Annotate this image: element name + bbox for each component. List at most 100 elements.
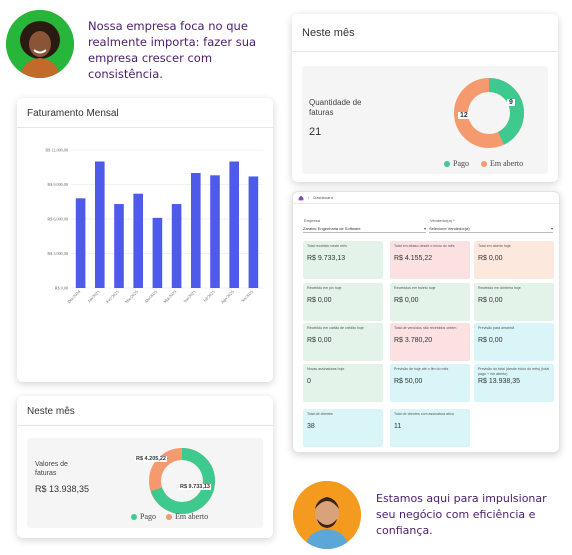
neste-mes-quantidade-card: Neste mês Quantidade de faturas 21 12 9 … [292,14,558,182]
breadcrumb[interactable]: Dashboard [313,195,333,200]
x-tick-label: Fev/2025 [105,289,120,304]
metric-tile: Recebido em cartão de crédito hoje R$ 0,0… [303,323,383,361]
empresa-label: Empresa [304,218,321,223]
valores-paid-label: R$ 9.733,13 [179,484,211,490]
legend-em-aberto-label: Em aberto [175,512,209,521]
legend-em-aberto-2[interactable]: Em aberto [481,159,523,168]
em-aberto-dot-icon [166,513,172,520]
bar [248,176,259,288]
metric-tile-value: R$ 0,00 [478,255,503,262]
valores-donut-chart [149,448,215,514]
faturamento-bar-chart: R$ 0,00 R$ 3.000,00 R$ 6.000,00 R$ 9.000,00… [45,148,263,305]
bar [75,198,86,288]
legend-em-aberto-label-2: Em aberto [490,159,524,168]
x-tick-label: Mar/2025 [124,289,139,304]
bar [95,161,105,288]
paid-slice [149,448,215,514]
metric-tile-title: Recebido em pix hoje [307,286,342,290]
y-tick-label: R$ 3.000,00 [47,251,68,257]
metric-tile-title: Recebido em cartão de crédito hoje [307,326,364,330]
metric-tile-value: R$ 0,00 [478,297,503,304]
valores-label: Valores de faturas [35,461,68,477]
quantidade-open-label: 12 [458,112,470,119]
metric-tile: Total de clientes com assinatura ativa 11 [390,409,470,447]
vendedor-label: Vendedor(a) * [430,218,455,223]
metric-tile: Previsão para amanhã R$ 0,00 [474,323,554,361]
x-tick-label: Mai/2025 [162,289,177,304]
quantidade-panel: Quantidade de faturas 21 12 9 Pago Em ab… [302,66,548,174]
valores-value: R$ 13.938,35 [35,484,90,494]
valores-title: Neste mês [17,396,273,426]
vendedor-select[interactable]: Selecione Vendedor(a) ▾ [429,225,553,233]
x-tick-label: Set/2025 [240,289,254,303]
paid-slice [454,78,524,148]
x-tick-label: Abr/2025 [143,289,158,304]
bottom-quote: Estamos aqui para impulsionar seu negóci… [376,492,547,537]
metric-tile-value: R$ 0,00 [307,337,332,344]
dashboard-topbar: › Dashboard [293,192,559,204]
y-tick-label: R$ 9.000,00 [47,182,68,188]
legend-pago[interactable]: Pago [131,512,156,521]
bar [210,175,220,288]
chevron-down-icon-2: ▾ [550,226,553,231]
vendedor-select-value: Selecione Vendedor(a) [429,226,470,231]
metric-tile-title: Previsão de hoje até o fim do mês [394,367,449,371]
metric-tile: Total de vencidos não recebidos ontem R$ … [390,323,470,361]
metric-tile-value: R$ 0,00 [478,337,503,344]
avatar-man [293,481,361,549]
metric-tile-title: Total de vencidos não recebidos ontem [394,326,457,330]
metric-tile-title: Total recebido neste mês [307,244,347,248]
avatar-woman [6,10,74,78]
chevron-down-icon: ▾ [423,226,426,231]
metric-tile: Total em atraso desde o início do mês R$ … [390,241,470,279]
y-tick-label: R$ 6.000,00 [47,217,68,223]
neste-mes-valores-card: Neste mês Valores de faturas R$ 13.938,3… [17,396,273,538]
metric-tile-value: R$ 13.938,35 [478,378,521,385]
legend-pago-label: Pago [140,512,156,521]
metric-tile-value: 38 [307,423,315,430]
quantidade-legend: Pago Em aberto [444,159,523,168]
quantidade-label: Quantidade de faturas [309,98,362,117]
man-portrait-icon [293,481,361,549]
metric-tile: Previsão do total (desde início do mês) … [474,364,554,402]
metric-tile-value: 0 [307,378,311,385]
metric-tile: Recebido em pix hoje R$ 0,00 [303,283,383,321]
metric-tile: Total de clientes 38 [303,409,383,447]
x-tick-label: Dez/2024 [66,289,82,305]
legend-pago-2[interactable]: Pago [444,159,469,168]
quantidade-title: Neste mês [292,14,558,52]
metric-tile-title: Total de clientes com assinatura ativa [394,412,454,416]
pago-dot-icon-2 [444,160,450,167]
metric-tile-value: R$ 3.780,20 [394,337,433,344]
metric-tile-value: R$ 0,00 [307,297,332,304]
em-aberto-dot-icon-2 [481,160,487,167]
bar [191,173,201,288]
metric-tile-value: R$ 4.155,22 [394,255,433,262]
metric-tile-title: Total de clientes [307,412,333,416]
x-tick-label: Ago/2025 [220,289,235,304]
breadcrumb-separator: › [308,195,310,200]
legend-em-aberto[interactable]: Em aberto [166,512,208,521]
metric-tile-value: R$ 50,00 [394,378,423,385]
quantidade-value: 21 [309,126,322,138]
valores-open-label: R$ 4.205,22 [135,456,167,462]
metric-tile-title: Novas assinaturas hoje [307,367,345,371]
legend-pago-label-2: Pago [453,159,469,168]
metric-tile: Previsão de hoje até o fim do mês R$ 50,0… [390,364,470,402]
empresa-select[interactable]: Zaratec Engenharia de Software ▾ [303,225,426,233]
bar [229,161,239,288]
dashboard-card: › Dashboard Empresa Zaratec Engenharia d… [292,191,560,453]
metric-tile: Recebido em dinheiro hoje R$ 0,00 [474,283,554,321]
metric-tile-title: Previsão do total (desde início do mês) … [478,367,550,376]
metric-tile-title: Recebidos em boleto hoje [394,286,436,290]
bar [114,204,124,288]
x-tick-label: Jan/2025 [86,289,100,303]
x-tick-label: Jul/2025 [202,289,216,303]
home-icon[interactable] [298,195,304,201]
metric-tile: Recebidos em boleto hoje R$ 0,00 [390,283,470,321]
metric-tile-title: Total em atraso desde o início do mês [394,244,455,248]
bar [133,193,143,288]
metric-tile-value: R$ 9.733,13 [307,255,346,262]
metric-tile-value: 11 [394,423,402,430]
top-quote: Nossa empresa foca no que realmente impo… [88,19,257,81]
